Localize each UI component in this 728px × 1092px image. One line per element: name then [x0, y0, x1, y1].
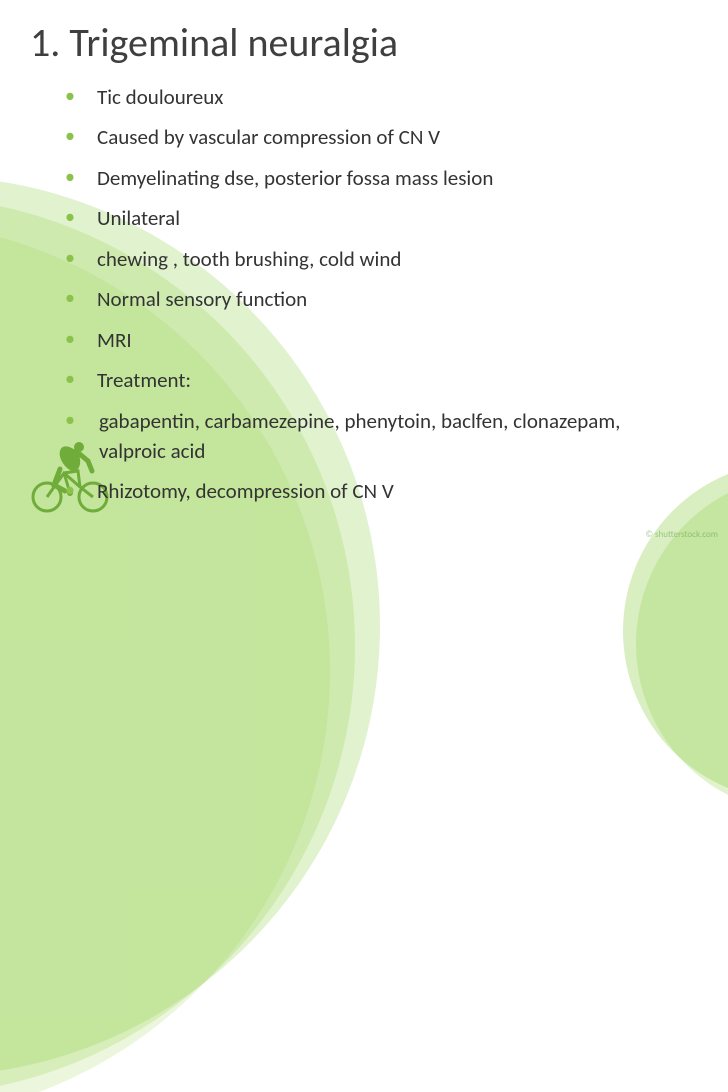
list-item: chewing , tooth brushing, cold wind: [65, 244, 655, 274]
list-item: Caused by vascular compression of CN V: [65, 122, 655, 152]
list-item: gabapentin, carbamezepine, phenytoin, ba…: [65, 406, 655, 467]
watermark-text: © shutterstock.com: [645, 529, 718, 540]
list-item: Treatment:: [65, 365, 655, 395]
list-item: Tic douloureux: [65, 82, 655, 112]
bullet-list: Tic douloureux Caused by vascular compre…: [65, 82, 655, 517]
list-item: Demyelinating dse, posterior fossa mass …: [65, 163, 655, 193]
list-item: Rhizotomy, decompression of CN V: [65, 476, 655, 506]
list-item: Normal sensory function: [65, 284, 655, 314]
slide-title: 1. Trigeminal neuralgia: [30, 18, 398, 67]
list-item: Unilateral: [65, 203, 655, 233]
list-item: MRI: [65, 325, 655, 355]
